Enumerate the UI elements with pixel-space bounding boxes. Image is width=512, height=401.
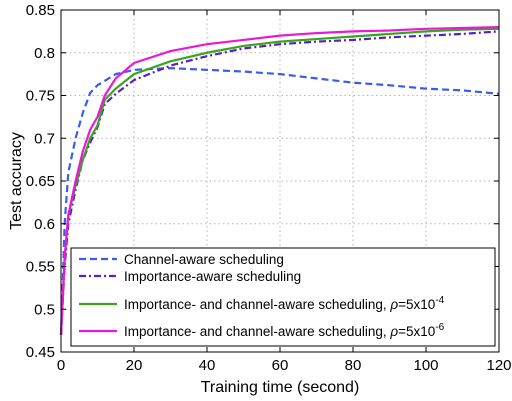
x-tick-label: 0: [57, 357, 65, 374]
series-line-3: [59, 27, 500, 335]
legend-label-1: Channel-aware scheduling: [124, 252, 284, 267]
y-tick-label: 0.65: [26, 173, 55, 190]
legend-label-2: Importance-aware scheduling: [124, 269, 301, 284]
y-tick-label: 0.8: [34, 45, 55, 62]
series-line-4: [59, 26, 500, 335]
x-tick-label: 100: [413, 357, 438, 374]
series-line-1: [59, 67, 500, 335]
y-tick-label: 0.5: [34, 301, 55, 318]
x-axis-label: Training time (second): [201, 379, 360, 396]
x-tick-label: 60: [272, 357, 289, 374]
y-tick-label: 0.7: [34, 130, 55, 147]
x-tick-label: 120: [486, 357, 511, 374]
legend-label-3: Importance- and channel-aware scheduling…: [124, 295, 445, 312]
axis-ticks: 0 20 40 60 80 100 120 0.45 0.5 0.55 0.6 0.65 0.7 0.75…: [26, 2, 512, 374]
y-tick-label: 0.45: [26, 344, 55, 361]
x-tick-label: 20: [126, 357, 143, 374]
y-tick-label: 0.6: [34, 216, 55, 233]
x-tick-label: 40: [199, 357, 216, 374]
series-lines: [59, 26, 500, 335]
y-tick-label: 0.55: [26, 259, 55, 276]
y-tick-label: 0.75: [26, 88, 55, 105]
y-axis-label: Test accuracy: [8, 132, 25, 230]
x-tick-label: 80: [345, 357, 362, 374]
y-tick-label: 0.85: [26, 2, 55, 19]
legend-label-4: Importance- and channel-aware scheduling…: [124, 322, 445, 339]
legend-box: [70, 247, 496, 347]
legend: Channel-aware scheduling Importance-aware…: [70, 247, 496, 347]
